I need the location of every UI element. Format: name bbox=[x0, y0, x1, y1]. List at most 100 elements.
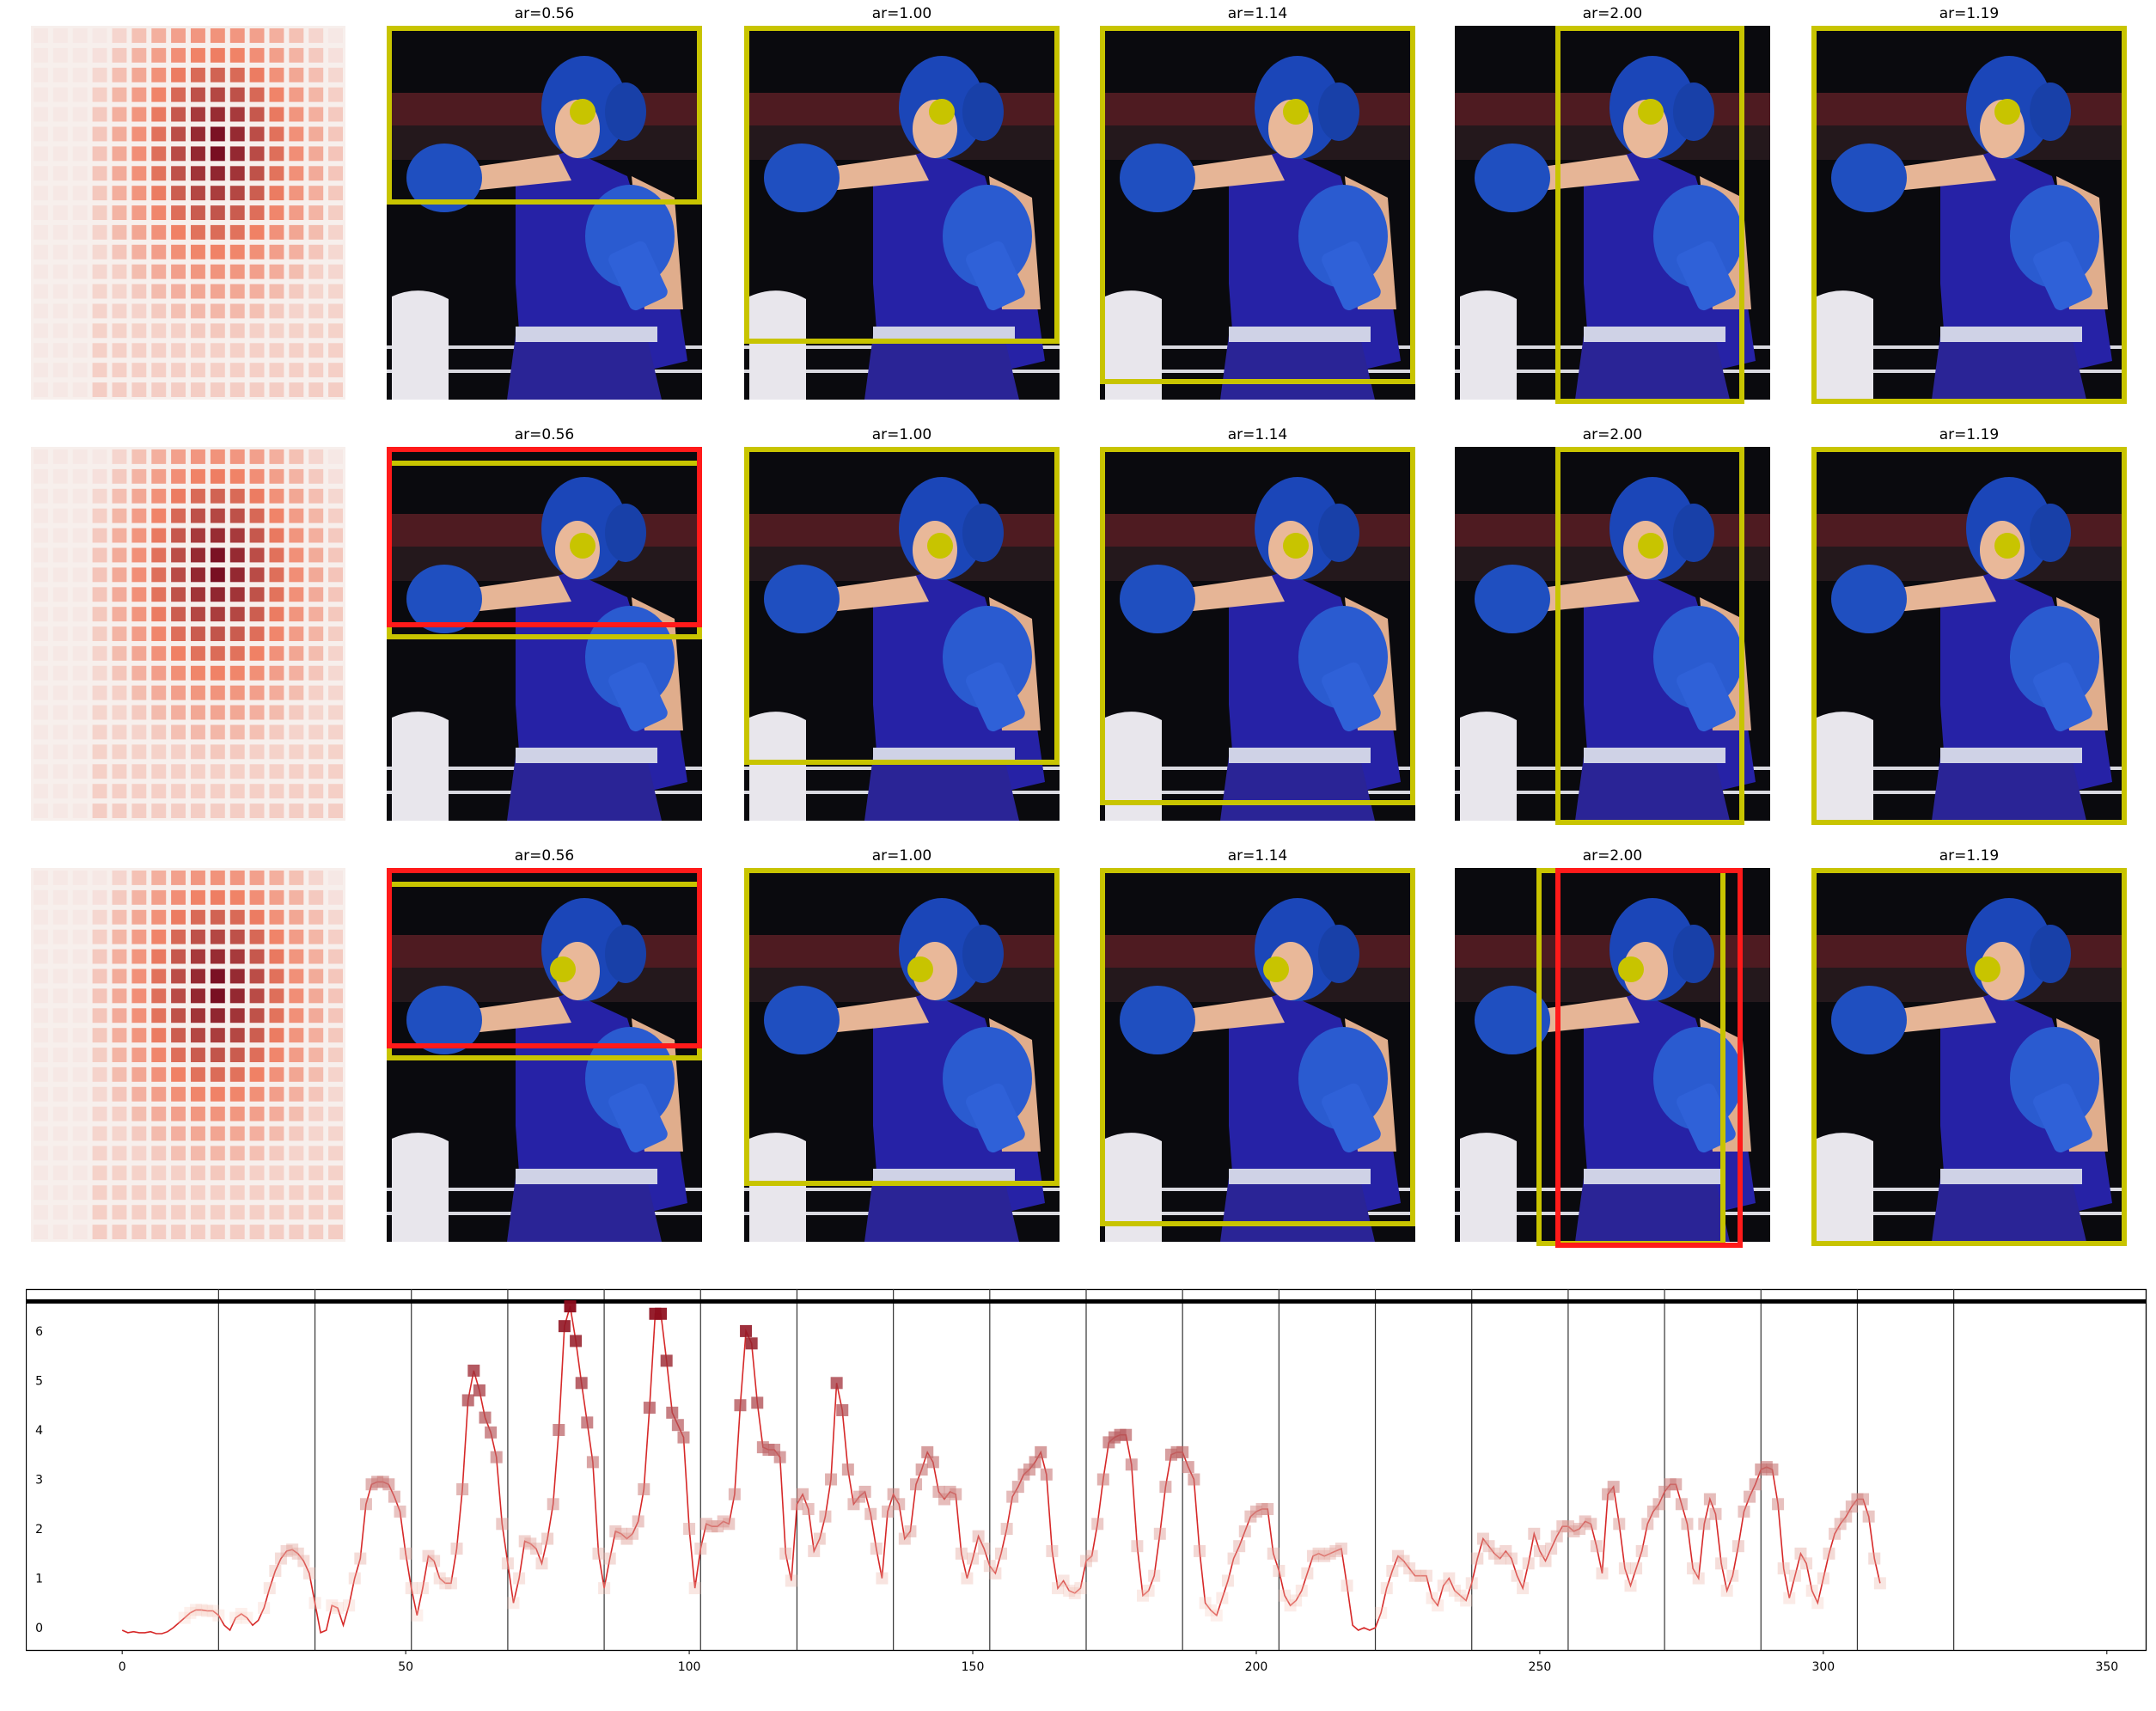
data-point bbox=[1029, 1456, 1041, 1469]
panel-title: ar=0.56 bbox=[514, 5, 575, 22]
data-point bbox=[898, 1532, 911, 1545]
panel-title: ar=1.00 bbox=[871, 426, 932, 443]
panel-title: ar=1.19 bbox=[1939, 5, 2000, 22]
data-point bbox=[1675, 1498, 1688, 1511]
boxer-photo bbox=[387, 868, 702, 1242]
data-point bbox=[1794, 1547, 1807, 1560]
data-point bbox=[241, 1611, 253, 1624]
data-point bbox=[1517, 1582, 1530, 1595]
data-point bbox=[263, 1582, 276, 1595]
data-point bbox=[728, 1488, 741, 1500]
data-point bbox=[286, 1543, 299, 1556]
data-point bbox=[1329, 1544, 1342, 1557]
data-point bbox=[723, 1518, 736, 1531]
data-point bbox=[1131, 1540, 1144, 1553]
data-point bbox=[212, 1609, 225, 1622]
data-point bbox=[1221, 1574, 1234, 1587]
data-point bbox=[1335, 1543, 1347, 1555]
data-point bbox=[1533, 1544, 1546, 1557]
data-point bbox=[864, 1507, 877, 1520]
data-point bbox=[1046, 1544, 1059, 1557]
data-point bbox=[1432, 1599, 1444, 1612]
data-point bbox=[433, 1572, 446, 1585]
data-point bbox=[1290, 1594, 1303, 1607]
data-point bbox=[978, 1543, 991, 1555]
data-point bbox=[643, 1402, 656, 1415]
data-point bbox=[343, 1599, 356, 1612]
data-point bbox=[422, 1549, 435, 1562]
panel-title: ar=2.00 bbox=[1582, 847, 1643, 865]
data-point bbox=[439, 1577, 452, 1590]
data-point bbox=[1323, 1547, 1336, 1560]
data-point bbox=[1227, 1552, 1240, 1565]
data-point bbox=[1777, 1562, 1790, 1575]
boxer-photo bbox=[1100, 26, 1415, 400]
data-point bbox=[1505, 1552, 1518, 1565]
data-point bbox=[598, 1582, 611, 1595]
data-point bbox=[677, 1431, 690, 1444]
data-point bbox=[269, 1564, 282, 1577]
data-point bbox=[575, 1377, 588, 1390]
data-point bbox=[405, 1582, 418, 1595]
score-chart-svg: 0 1 2 3 4 5 6 0 50 100 150 200 250 300 350 bbox=[21, 1288, 2147, 1674]
data-point bbox=[1454, 1589, 1467, 1602]
data-point bbox=[1482, 1540, 1495, 1553]
data-point bbox=[450, 1543, 463, 1555]
data-point bbox=[331, 1602, 344, 1615]
data-point bbox=[1862, 1510, 1875, 1523]
data-point bbox=[184, 1606, 197, 1619]
data-point bbox=[1652, 1498, 1665, 1511]
data-point bbox=[1613, 1518, 1626, 1531]
data-point bbox=[660, 1354, 673, 1367]
data-point bbox=[797, 1488, 809, 1500]
data-point bbox=[773, 1451, 786, 1464]
data-point bbox=[308, 1597, 321, 1610]
data-point bbox=[1766, 1464, 1779, 1476]
data-point bbox=[904, 1525, 917, 1537]
data-point bbox=[1539, 1555, 1552, 1567]
data-point bbox=[1136, 1589, 1149, 1602]
panel-title: ar=0.56 bbox=[514, 426, 575, 443]
data-point bbox=[348, 1572, 361, 1585]
data-point bbox=[1210, 1609, 1223, 1622]
data-point bbox=[518, 1535, 531, 1548]
data-point bbox=[1080, 1555, 1092, 1567]
x-tick-label: 100 bbox=[678, 1660, 701, 1674]
x-tick-label: 350 bbox=[2095, 1660, 2118, 1674]
data-point bbox=[354, 1552, 367, 1565]
data-point bbox=[1499, 1544, 1512, 1557]
panel-title: ar=1.19 bbox=[1939, 847, 2000, 865]
data-point bbox=[813, 1532, 826, 1545]
attention-heatmap bbox=[31, 868, 345, 1242]
data-point bbox=[1096, 1473, 1109, 1486]
data-point bbox=[1805, 1584, 1818, 1597]
data-point bbox=[626, 1527, 639, 1540]
data-point bbox=[1607, 1481, 1620, 1494]
data-point bbox=[1590, 1540, 1603, 1553]
data-point bbox=[1726, 1569, 1739, 1582]
data-point bbox=[485, 1426, 498, 1439]
panel-title: ar=1.00 bbox=[871, 847, 932, 865]
data-point bbox=[411, 1609, 424, 1622]
data-point bbox=[1408, 1569, 1421, 1582]
y-tick-label: 5 bbox=[35, 1374, 43, 1388]
panel-title: ar=1.19 bbox=[1939, 426, 2000, 443]
data-point bbox=[1596, 1567, 1609, 1580]
x-tick-label: 50 bbox=[398, 1660, 413, 1674]
data-point bbox=[1528, 1527, 1541, 1540]
y-tick-label: 3 bbox=[35, 1474, 43, 1488]
data-point bbox=[388, 1490, 400, 1503]
data-point bbox=[802, 1503, 815, 1516]
y-tick-label: 6 bbox=[35, 1325, 43, 1339]
data-point bbox=[967, 1552, 980, 1565]
data-point bbox=[1698, 1518, 1711, 1531]
data-point bbox=[1199, 1597, 1212, 1610]
data-point bbox=[229, 1611, 242, 1624]
data-point bbox=[1817, 1572, 1829, 1585]
y-tick-label: 4 bbox=[35, 1424, 43, 1438]
data-point bbox=[638, 1483, 650, 1496]
data-point bbox=[1471, 1552, 1484, 1565]
data-point bbox=[1744, 1490, 1756, 1503]
data-point bbox=[1788, 1569, 1801, 1582]
data-point bbox=[581, 1416, 594, 1429]
